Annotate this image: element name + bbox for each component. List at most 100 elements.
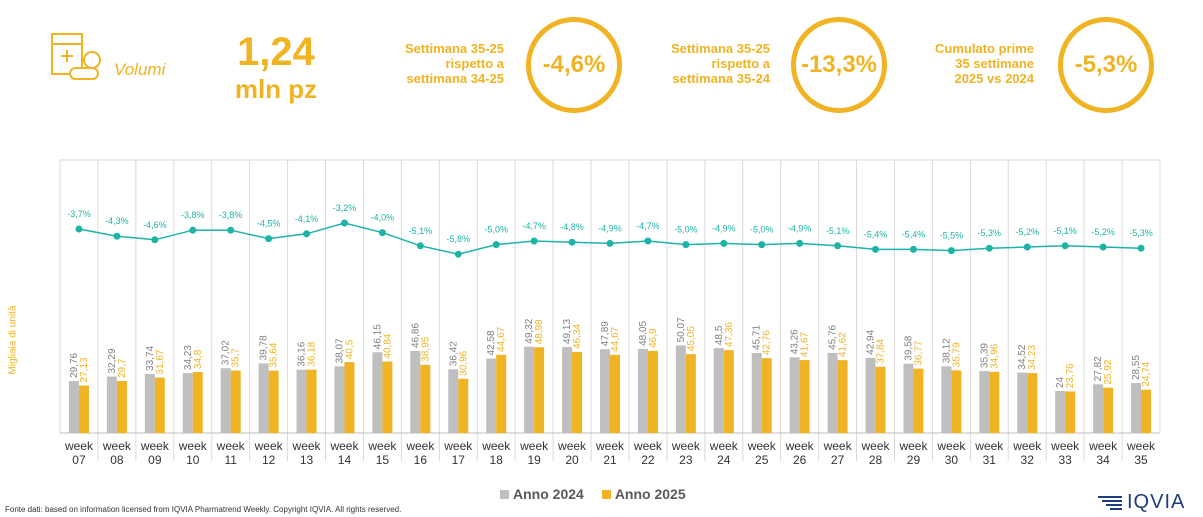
data-label-2024: 29,76 (69, 352, 80, 377)
kpi-3-circle: -5,3% (1058, 17, 1154, 113)
data-label-2025: 35,7 (231, 348, 242, 368)
bar-2024 (865, 357, 876, 433)
variation-point (872, 245, 880, 253)
variation-point (644, 237, 652, 245)
bar-2024 (1131, 383, 1142, 433)
x-tick-label: 08 (110, 453, 124, 467)
x-tick-label: week (254, 439, 284, 453)
variation-point (909, 245, 917, 253)
variation-label: -5,8% (447, 234, 471, 244)
bar-2024 (68, 380, 79, 433)
legend-item-2024: Anno 2024 (500, 486, 584, 502)
x-tick-label: week (595, 439, 625, 453)
x-tick-label: week (557, 439, 587, 453)
bar-2025 (382, 361, 393, 433)
legend-item-2025: Anno 2025 (601, 486, 686, 502)
variation-point (151, 236, 159, 244)
iqvia-logo: IQVIA (1098, 491, 1185, 514)
data-label-2024: 42,94 (866, 329, 877, 354)
variation-point (682, 241, 690, 249)
x-tick-label: 12 (262, 453, 276, 467)
data-label-2024: 36,16 (297, 341, 308, 366)
bar-2024 (410, 350, 421, 433)
kpi-2-circle: -13,3% (791, 17, 887, 113)
variation-point (189, 226, 197, 234)
x-tick-label: 11 (224, 453, 237, 467)
x-tick-label: week (823, 439, 853, 453)
data-label-2024: 39,78 (259, 335, 270, 360)
bar-2024 (600, 349, 610, 433)
variation-point (227, 226, 235, 234)
data-label-2025: 34,96 (989, 343, 1000, 368)
data-label-2024: 45,76 (828, 324, 839, 349)
x-tick-label: 24 (717, 453, 731, 467)
x-tick-label: week (1126, 439, 1156, 453)
variation-point (1137, 244, 1145, 252)
bar-2025 (610, 354, 620, 433)
x-tick-label: week (936, 439, 966, 453)
legend-label-2025: Anno 2025 (614, 486, 686, 502)
bar-2025 (951, 370, 962, 433)
data-label-2025: 37,84 (876, 338, 887, 363)
kpi-1-line-1: Settimana 35-25 (405, 41, 504, 56)
variation-point (1023, 243, 1031, 251)
data-label-2025: 42,76 (762, 330, 773, 355)
x-tick-label: 29 (907, 453, 921, 467)
variation-label: -4,1% (295, 214, 319, 224)
bar-2024 (675, 345, 686, 433)
variation-label: -5,1% (1053, 226, 1077, 236)
bar-2024 (713, 348, 724, 433)
variation-label: -5,2% (1015, 227, 1039, 237)
variation-point (985, 244, 993, 252)
x-tick-label: 28 (869, 453, 883, 467)
x-tick-label: 25 (755, 453, 769, 467)
data-label-2025: 36,18 (307, 341, 318, 366)
data-label-2025: 44,67 (610, 326, 621, 351)
x-tick-label: week (405, 439, 435, 453)
bar-2024 (258, 363, 269, 433)
x-tick-label: week (519, 439, 549, 453)
data-label-2025: 46,34 (572, 323, 583, 348)
kpi-2-line-3: settimana 35-24 (672, 71, 770, 86)
data-label-2024: 49,32 (524, 318, 535, 343)
data-label-2024: 42,58 (486, 330, 497, 355)
x-tick-label: 31 (983, 453, 997, 467)
bar-2025 (268, 370, 279, 433)
data-label-2025: 36,77 (913, 340, 924, 365)
kpi-2-text: Settimana 35-25 rispetto a settimana 35-… (646, 41, 770, 86)
data-label-2025: 34,23 (1027, 345, 1038, 370)
data-label-2024: 50,07 (676, 317, 687, 342)
variation-label: -4,7% (522, 221, 546, 231)
data-label-2024: 34,23 (183, 345, 194, 370)
x-tick-label: 14 (338, 453, 352, 467)
variation-label: -4,6% (143, 220, 167, 230)
bar-2025 (344, 362, 355, 433)
kpi-3-line-2: 35 settimane (955, 56, 1034, 71)
x-tick-label: week (481, 439, 511, 453)
data-label-2024: 46,86 (410, 323, 421, 348)
variation-label: -5,3% (978, 228, 1002, 238)
kpi-1-line-2: rispetto a (445, 56, 504, 71)
variation-point (303, 230, 311, 238)
bar-2025 (1141, 389, 1152, 433)
variation-point (758, 241, 766, 249)
bar-2025 (989, 371, 1000, 433)
variation-point (340, 219, 348, 227)
bar-2025 (154, 377, 165, 433)
source-note: Fonte dati: based on information license… (5, 505, 402, 514)
x-tick-label: 17 (452, 453, 466, 467)
x-tick-label: week (1088, 439, 1118, 453)
bar-2024 (1017, 372, 1028, 433)
variation-point (492, 241, 500, 249)
bar-2025 (534, 347, 545, 433)
x-tick-label: 33 (1058, 453, 1072, 467)
data-label-2025: 31,67 (155, 349, 166, 374)
data-label-2024: 28,55 (1131, 355, 1142, 380)
variation-label: -5,3% (1129, 228, 1153, 238)
data-label-2024: 34,52 (1017, 344, 1028, 369)
data-label-2025: 48,98 (534, 319, 545, 344)
data-label-2024: 27,82 (1093, 356, 1104, 381)
bar-2024 (182, 373, 193, 433)
data-label-2024: 36,42 (448, 341, 459, 366)
volumi-label: Volumi (114, 60, 166, 79)
